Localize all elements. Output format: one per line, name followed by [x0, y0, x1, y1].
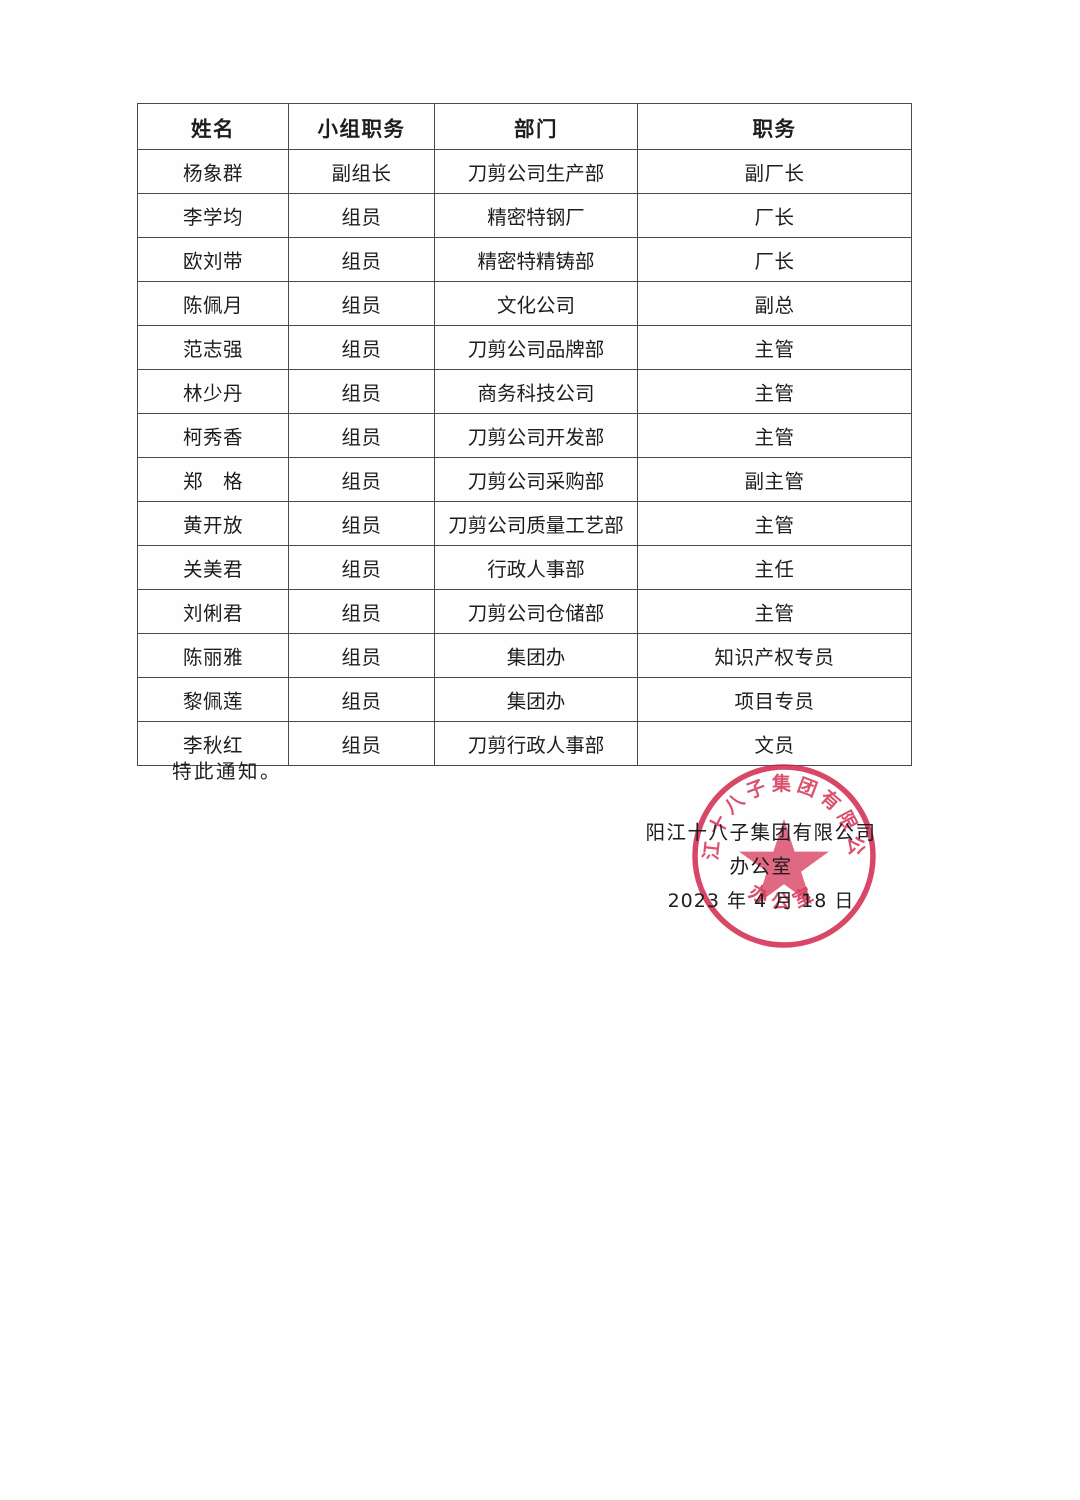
cell-group-role: 组员 [288, 193, 435, 238]
cell-name: 关美君 [137, 545, 289, 590]
table-row: 杨象群 副组长 刀剪公司生产部 副厂长 [137, 149, 912, 194]
cell-group-role: 组员 [288, 501, 435, 546]
cell-title: 副总 [637, 281, 912, 326]
cell-department: 精密特精铸部 [434, 237, 638, 282]
table-row: 李学均 组员 精密特钢厂 厂长 [137, 193, 912, 238]
cell-group-role: 副组长 [288, 149, 435, 194]
table-row: 柯秀香 组员 刀剪公司开发部 主管 [137, 413, 912, 458]
cell-name: 杨象群 [137, 149, 289, 194]
cell-department: 行政人事部 [434, 545, 638, 590]
cell-title: 副厂长 [637, 149, 912, 194]
cell-title: 厂长 [637, 193, 912, 238]
cell-title: 主管 [637, 413, 912, 458]
cell-department: 刀剪行政人事部 [434, 721, 638, 766]
cell-group-role: 组员 [288, 237, 435, 282]
cell-group-role: 组员 [288, 369, 435, 414]
cell-name: 陈佩月 [137, 281, 289, 326]
cell-department: 刀剪公司生产部 [434, 149, 638, 194]
cell-name: 李学均 [137, 193, 289, 238]
table-row: 黎佩莲 组员 集团办 项目专员 [137, 677, 912, 722]
cell-department: 刀剪公司采购部 [434, 457, 638, 502]
personnel-roster-table: 姓名 小组职务 部门 职务 杨象群 副组长 刀剪公司生产部 副厂长 李学均 组员 精密特钢厂… [137, 103, 912, 766]
table-row: 林少丹 组员 商务科技公司 主管 [137, 369, 912, 414]
table-row: 黄开放 组员 刀剪公司质量工艺部 主管 [137, 501, 912, 546]
table-row: 范志强 组员 刀剪公司品牌部 主管 [137, 325, 912, 370]
cell-title: 项目专员 [637, 677, 912, 722]
table-row: 郑 格组员 刀剪公司采购部 副主管 [137, 457, 912, 502]
cell-name: 郑 格 [137, 457, 289, 502]
cell-department: 商务科技公司 [434, 369, 638, 414]
cell-group-role: 组员 [288, 325, 435, 370]
closing-note: 特此通知。 [172, 760, 283, 783]
column-header-title: 职务 [637, 103, 912, 150]
table-row: 刘俐君 组员 刀剪公司仓储部 主管 [137, 589, 912, 634]
table-row: 欧刘带 组员 精密特精铸部 厂长 [137, 237, 912, 282]
cell-group-role: 组员 [288, 457, 435, 502]
cell-title: 主管 [637, 501, 912, 546]
cell-name: 陈丽雅 [137, 633, 289, 678]
cell-name: 欧刘带 [137, 237, 289, 282]
signature-block: 阳江十八子集团有限公司 办公室 2023 年 4 月 18 日 [560, 816, 880, 918]
cell-title: 主管 [637, 325, 912, 370]
cell-group-role: 组员 [288, 721, 435, 766]
cell-title: 主管 [637, 589, 912, 634]
signature-date: 2023 年 4 月 18 日 [667, 890, 855, 912]
cell-group-role: 组员 [288, 281, 435, 326]
cell-group-role: 组员 [288, 545, 435, 590]
cell-title: 厂长 [637, 237, 912, 282]
table-row: 李秋红 组员 刀剪行政人事部 文员 [137, 721, 912, 766]
cell-title: 副主管 [637, 457, 912, 502]
cell-group-role: 组员 [288, 413, 435, 458]
cell-department: 集团办 [434, 677, 638, 722]
cell-department: 精密特钢厂 [434, 193, 638, 238]
cell-title: 知识产权专员 [637, 633, 912, 678]
cell-department: 刀剪公司仓储部 [434, 589, 638, 634]
cell-title: 主任 [637, 545, 912, 590]
column-header-department: 部门 [434, 103, 638, 150]
cell-department: 文化公司 [434, 281, 638, 326]
cell-name: 范志强 [137, 325, 289, 370]
signature-organization: 阳江十八子集团有限公司 [645, 821, 877, 844]
cell-name: 刘俐君 [137, 589, 289, 634]
table-row: 陈佩月 组员 文化公司 副总 [137, 281, 912, 326]
cell-name: 林少丹 [137, 369, 289, 414]
column-header-group-role: 小组职务 [288, 103, 435, 150]
column-header-name: 姓名 [137, 103, 289, 150]
table-header-row: 姓名 小组职务 部门 职务 [137, 103, 912, 150]
cell-title: 主管 [637, 369, 912, 414]
cell-name: 黎佩莲 [137, 677, 289, 722]
signature-office: 办公室 [729, 855, 793, 878]
cell-name: 李秋红 [137, 721, 289, 766]
cell-name: 黄开放 [137, 501, 289, 546]
cell-group-role: 组员 [288, 633, 435, 678]
cell-department: 刀剪公司品牌部 [434, 325, 638, 370]
cell-department: 刀剪公司开发部 [434, 413, 638, 458]
cell-department: 集团办 [434, 633, 638, 678]
table-row: 陈丽雅 组员 集团办 知识产权专员 [137, 633, 912, 678]
cell-title: 文员 [637, 721, 912, 766]
cell-department: 刀剪公司质量工艺部 [434, 501, 638, 546]
table-row: 关美君 组员 行政人事部 主任 [137, 545, 912, 590]
cell-group-role: 组员 [288, 677, 435, 722]
cell-group-role: 组员 [288, 589, 435, 634]
cell-name: 柯秀香 [137, 413, 289, 458]
